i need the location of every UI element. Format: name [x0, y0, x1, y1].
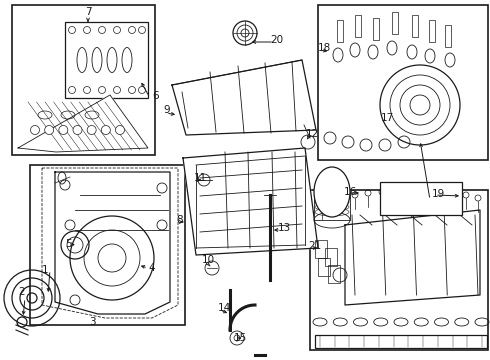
Text: 1: 1: [42, 265, 49, 275]
Bar: [318, 5, 488, 160]
Bar: [373, 18, 379, 40]
Bar: [328, 265, 340, 283]
Bar: [429, 20, 435, 42]
Circle shape: [30, 126, 40, 135]
Bar: [310, 190, 488, 350]
Bar: [337, 20, 343, 42]
Polygon shape: [183, 148, 318, 255]
Bar: [12, 5, 155, 155]
Text: 3: 3: [89, 317, 96, 327]
Text: 4: 4: [148, 263, 155, 273]
Polygon shape: [172, 60, 316, 135]
Polygon shape: [55, 172, 170, 314]
Text: 8: 8: [176, 215, 183, 225]
Bar: [325, 248, 337, 266]
Circle shape: [45, 126, 54, 135]
Ellipse shape: [314, 167, 350, 217]
Text: 13: 13: [278, 223, 291, 233]
Bar: [392, 12, 398, 34]
Text: 5: 5: [65, 239, 72, 249]
Bar: [315, 335, 487, 348]
Text: 7: 7: [85, 7, 91, 17]
Text: 19: 19: [432, 189, 445, 199]
Text: 14: 14: [218, 303, 231, 313]
Bar: [412, 15, 418, 37]
Bar: [380, 182, 462, 215]
Circle shape: [73, 126, 82, 135]
Bar: [314, 192, 350, 220]
Text: 11: 11: [194, 173, 207, 183]
Circle shape: [59, 126, 68, 135]
Circle shape: [116, 126, 124, 135]
Text: 20: 20: [270, 35, 283, 45]
Bar: [445, 25, 451, 47]
Bar: [30, 165, 185, 325]
Bar: [318, 258, 330, 276]
Polygon shape: [345, 210, 480, 305]
Text: 21: 21: [308, 241, 321, 251]
Text: 6: 6: [152, 91, 159, 101]
Bar: [355, 15, 361, 37]
Circle shape: [87, 126, 96, 135]
Text: 15: 15: [234, 333, 247, 343]
Bar: [65, 22, 148, 98]
Text: 10: 10: [201, 255, 215, 265]
Text: 18: 18: [318, 43, 331, 53]
Polygon shape: [18, 95, 148, 152]
Text: 16: 16: [344, 187, 357, 197]
Text: 12: 12: [306, 129, 319, 139]
Text: 2: 2: [19, 287, 25, 297]
Circle shape: [101, 126, 110, 135]
Text: 17: 17: [380, 113, 393, 123]
Bar: [315, 240, 327, 258]
Polygon shape: [42, 168, 178, 318]
Text: 9: 9: [163, 105, 170, 115]
